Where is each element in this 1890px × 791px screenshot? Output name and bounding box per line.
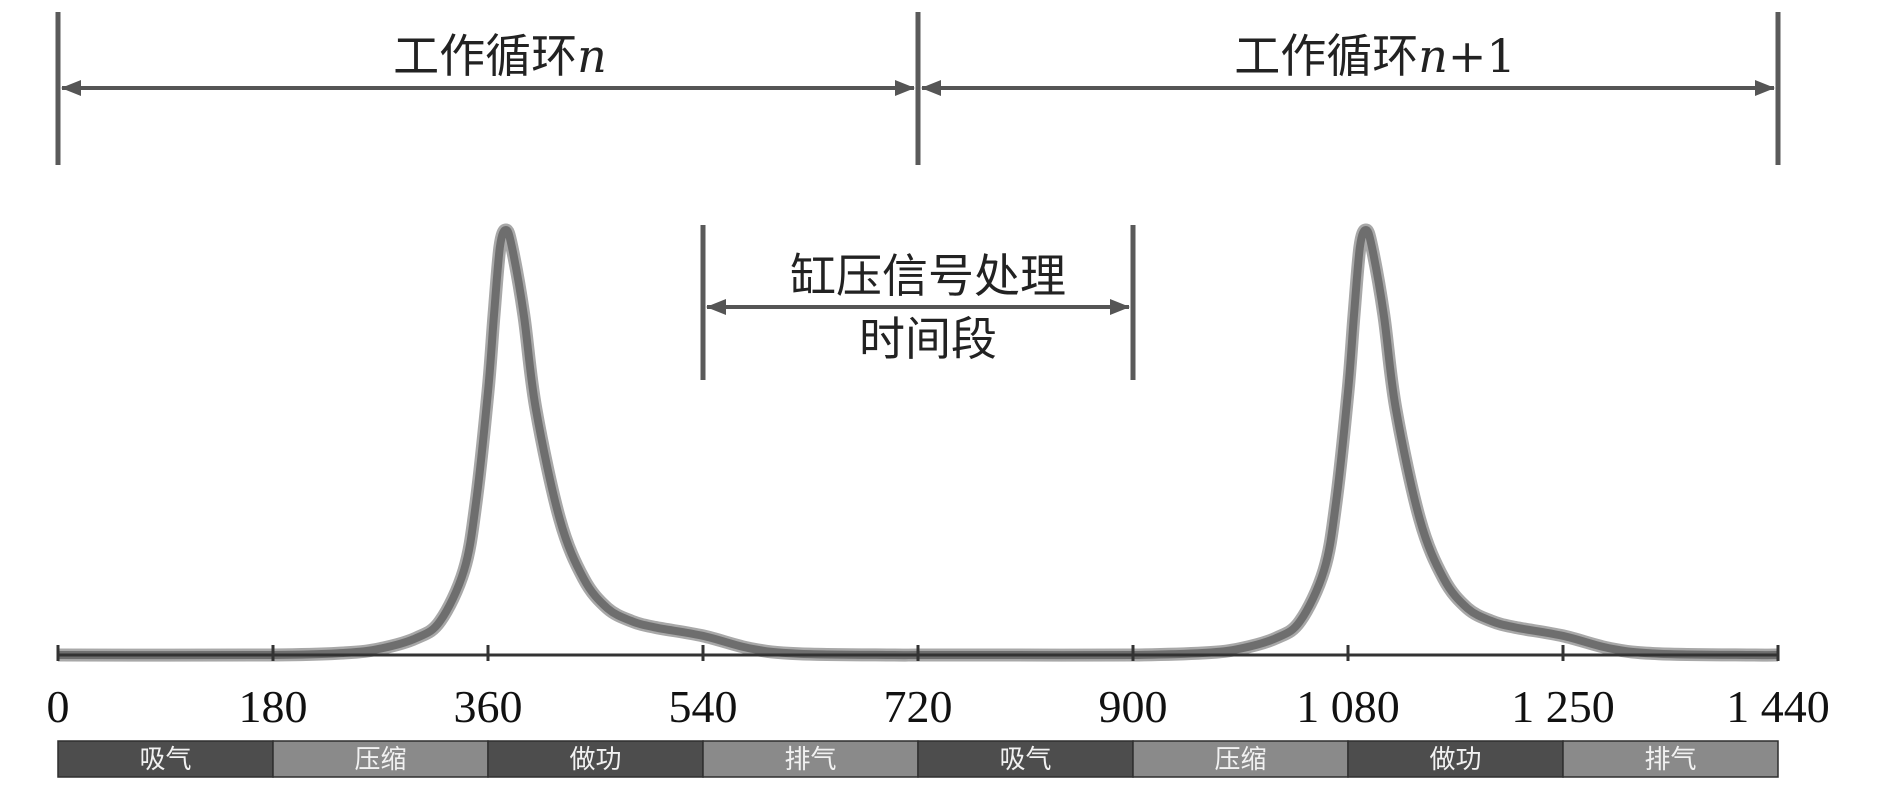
x-tick-label: 180 [239, 681, 308, 732]
x-axis [56, 645, 1780, 661]
phase-label: 做功 [569, 745, 621, 775]
phase-label: 吸气 [999, 745, 1051, 775]
cycle-n1-title: 工作循环n+1 [1234, 29, 1515, 83]
x-tick-label: 360 [454, 681, 523, 732]
phase-label: 吸气 [139, 745, 191, 775]
processing-label-line2: 时间段 [859, 312, 997, 366]
phase-label: 压缩 [1214, 745, 1266, 775]
phase-block [917, 740, 1134, 778]
phase-block [1132, 740, 1349, 778]
x-tick-label: 1 080 [1296, 681, 1400, 732]
annotation-brackets [55, 12, 1781, 380]
phase-label: 排气 [784, 745, 836, 775]
x-tick-labels: 0 180 360 540 720 900 1 080 1 250 1 440 [47, 681, 1830, 732]
x-tick-label: 0 [47, 681, 70, 732]
phase-block [702, 740, 919, 778]
x-tick-label: 900 [1099, 681, 1168, 732]
phase-label: 排气 [1644, 745, 1696, 775]
cycle-n-title: 工作循环n [393, 29, 607, 83]
phase-block [487, 740, 704, 778]
phase-label: 压缩 [354, 745, 406, 775]
stroke-phase-bar: 吸气 压缩 做功 排气 吸气 压缩 做功 排气 [57, 740, 1779, 778]
x-tick-label: 1 250 [1511, 681, 1615, 732]
processing-label-line1: 缸压信号处理 [790, 249, 1066, 303]
x-tick-label: 540 [669, 681, 738, 732]
phase-label: 做功 [1429, 745, 1481, 775]
x-tick-label: 720 [884, 681, 953, 732]
phase-block [1562, 740, 1779, 778]
x-tick-label: 1 440 [1726, 681, 1830, 732]
